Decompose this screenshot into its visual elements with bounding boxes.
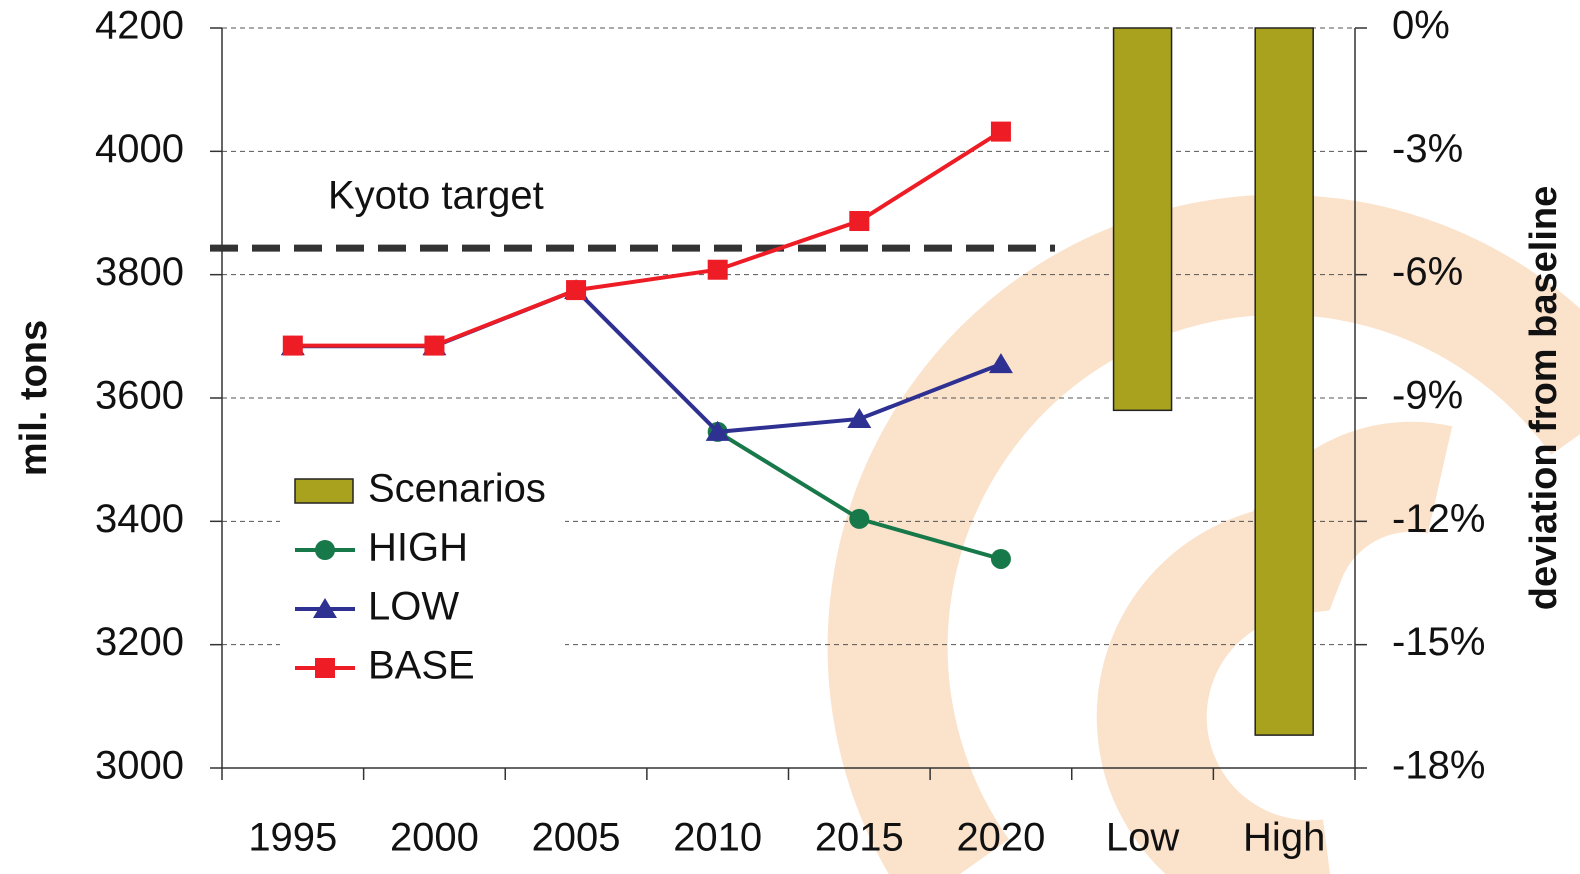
x-tick-label: Low [1106,816,1179,860]
y-tick-label: 3200 [95,620,184,664]
marker [849,211,869,231]
legend-swatch [295,479,353,503]
y-tick-label: 4000 [95,127,184,171]
y-tick-label: 3800 [95,250,184,294]
y-axis-title: mil. tons [13,320,55,476]
y2-tick-label: -3% [1392,127,1463,171]
legend-label: Scenarios [368,467,546,511]
legend-label: BASE [368,644,475,688]
y2-tick-label: -18% [1392,744,1485,788]
marker [283,336,303,356]
x-tick-label: 2005 [532,816,621,860]
bar [1255,28,1313,735]
x-tick-label: 2015 [815,816,904,860]
y-tick-label: 4200 [95,4,184,48]
y-tick-label: 3000 [95,744,184,788]
page: {"chart_data": { "type": "line", "catego… [0,0,1580,874]
y2-tick-label: -15% [1392,620,1485,664]
y-tick-label: 3600 [95,374,184,418]
marker [991,549,1011,569]
marker [991,122,1011,142]
y-tick-label: 3400 [95,497,184,541]
chart: mil. tons deviation from baseline 3000 32… [0,0,1580,874]
x-tick-label: High [1243,816,1325,860]
marker [315,658,335,678]
x-tick-label: 2010 [673,816,762,860]
y2-tick-label: -12% [1392,497,1485,541]
y2-axis-title: deviation from baseline [1523,186,1565,610]
y2-tick-label: -6% [1392,250,1463,294]
marker [424,336,444,356]
legend: Scenarios HIGH LOW BASE [280,463,565,693]
series-line [293,132,1001,346]
marker [849,509,869,529]
kyoto-target-label: Kyoto target [328,174,544,218]
legend-label: HIGH [368,526,468,570]
x-tick-label: 1995 [248,816,337,860]
y2-tick-label: -9% [1392,374,1463,418]
legend-label: LOW [368,585,459,629]
marker [708,260,728,280]
marker [566,280,586,300]
x-tick-label: 2000 [390,816,479,860]
marker [315,540,335,560]
x-tick-label: 2020 [956,816,1045,860]
bar [1114,28,1172,410]
y2-tick-label: 0% [1392,4,1450,48]
